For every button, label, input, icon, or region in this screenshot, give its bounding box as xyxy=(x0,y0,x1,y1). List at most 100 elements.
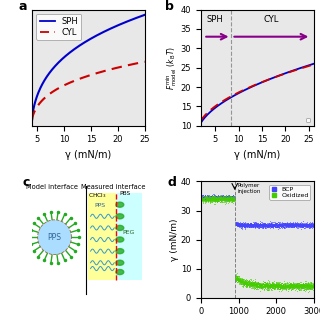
Point xyxy=(259,281,264,286)
Point xyxy=(255,280,260,285)
Point xyxy=(233,223,238,228)
Point xyxy=(290,285,295,291)
Point xyxy=(289,280,294,285)
Point xyxy=(293,222,299,227)
Point xyxy=(289,221,294,226)
Point xyxy=(240,278,245,283)
Point xyxy=(261,222,267,227)
Point xyxy=(296,223,301,228)
Point xyxy=(216,196,221,201)
Point xyxy=(217,196,222,201)
Point xyxy=(301,282,306,287)
Point xyxy=(274,283,279,288)
Point xyxy=(253,223,259,228)
Point xyxy=(307,283,312,288)
Point xyxy=(204,196,210,201)
Point xyxy=(251,224,256,229)
Point xyxy=(244,223,249,228)
Point xyxy=(298,221,303,227)
Point xyxy=(202,195,207,200)
Point xyxy=(300,286,305,291)
Point xyxy=(227,197,232,202)
Point xyxy=(203,195,208,200)
Point xyxy=(221,194,227,199)
Point xyxy=(216,194,221,199)
Point xyxy=(201,195,206,200)
Point xyxy=(219,196,224,201)
Point xyxy=(217,196,222,201)
Point xyxy=(296,225,301,230)
Point xyxy=(259,222,264,227)
Point xyxy=(241,222,246,228)
Point xyxy=(228,196,233,201)
Point xyxy=(200,194,205,199)
Point xyxy=(205,197,211,202)
Point xyxy=(262,284,267,290)
Point xyxy=(236,221,241,226)
Point xyxy=(291,281,296,286)
Point xyxy=(288,282,293,287)
Point xyxy=(232,276,237,281)
Point xyxy=(304,284,309,290)
Point xyxy=(278,222,284,228)
Point xyxy=(244,222,249,227)
Point xyxy=(296,283,301,288)
Point xyxy=(260,222,265,228)
Point xyxy=(308,286,313,291)
Point xyxy=(272,221,277,227)
Point xyxy=(272,221,277,227)
Point xyxy=(235,274,240,279)
Point xyxy=(291,222,296,227)
Point xyxy=(271,221,276,227)
Point xyxy=(290,222,295,227)
Point xyxy=(248,221,253,226)
Point xyxy=(245,282,250,287)
Point xyxy=(299,282,304,287)
Point xyxy=(251,284,256,290)
Point xyxy=(296,283,301,288)
Point xyxy=(299,286,304,291)
Point xyxy=(210,193,215,198)
Bar xyxy=(88,193,116,280)
Point xyxy=(265,288,270,293)
Point xyxy=(287,286,292,291)
Point xyxy=(216,195,221,200)
Point xyxy=(245,222,251,227)
Point xyxy=(203,196,208,201)
Point xyxy=(292,284,298,290)
Point xyxy=(245,223,250,228)
Point xyxy=(292,222,297,227)
Point xyxy=(264,221,269,226)
Point xyxy=(246,281,251,286)
Point xyxy=(297,285,302,290)
Point xyxy=(236,221,241,227)
Point xyxy=(238,277,243,282)
Point xyxy=(253,284,259,289)
Point xyxy=(245,282,251,287)
Point xyxy=(275,281,280,286)
Point xyxy=(215,194,220,199)
Point xyxy=(310,220,315,225)
Point xyxy=(248,221,253,226)
Point xyxy=(242,282,247,287)
Point xyxy=(208,199,213,204)
Point xyxy=(214,195,219,200)
Point xyxy=(287,223,292,228)
Point xyxy=(235,221,240,226)
Point xyxy=(292,282,298,287)
Point xyxy=(209,194,214,199)
Point xyxy=(281,282,286,287)
Point xyxy=(276,223,281,228)
Point xyxy=(304,221,309,227)
Point xyxy=(252,220,257,225)
Point xyxy=(265,283,270,288)
Point xyxy=(287,223,292,228)
Point xyxy=(210,193,215,198)
Point xyxy=(257,221,262,227)
Point xyxy=(224,195,229,200)
Point xyxy=(212,196,217,201)
Point xyxy=(215,196,220,201)
Point xyxy=(201,196,206,201)
Point xyxy=(199,197,204,202)
Point xyxy=(244,224,249,229)
